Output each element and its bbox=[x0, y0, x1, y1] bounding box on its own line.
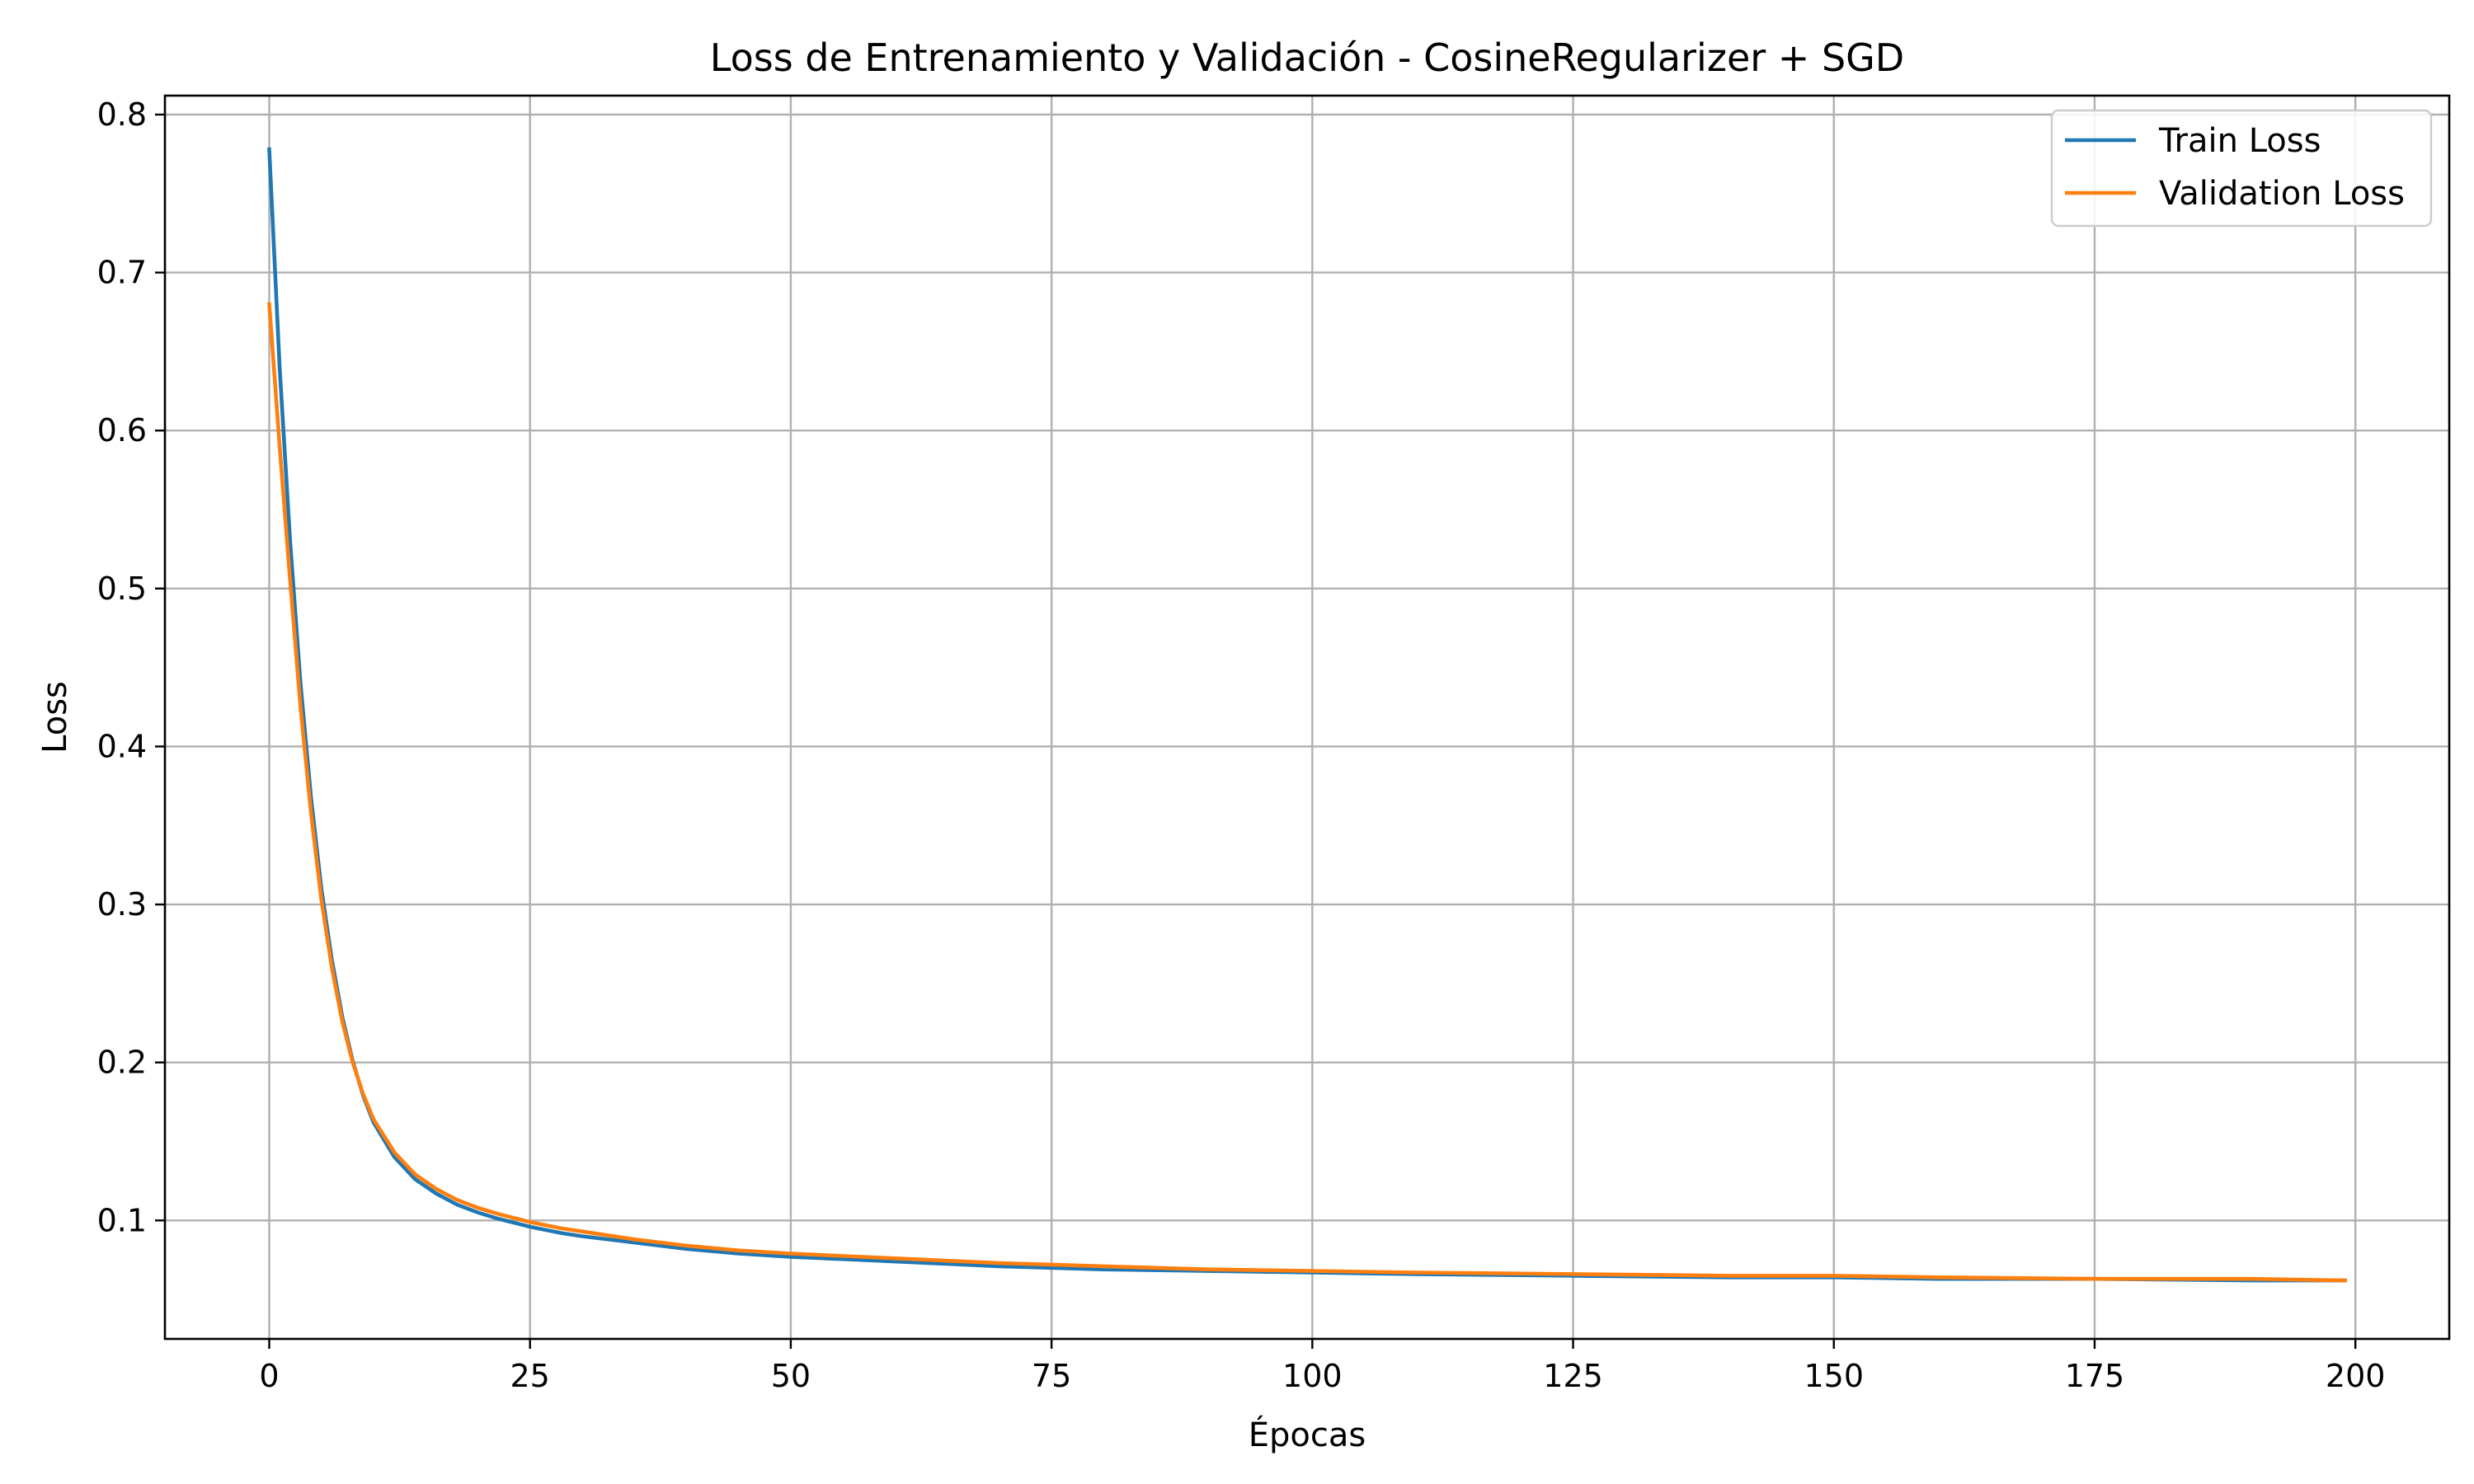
y-tick-label: 0.6 bbox=[97, 412, 147, 448]
x-tick-label: 0 bbox=[259, 1358, 279, 1394]
legend: Train Loss Validation Loss bbox=[2050, 109, 2433, 228]
y-axis: 0.1 0.2 0.3 0.4 0.5 0.6 0.7 0.8 bbox=[97, 96, 165, 1238]
x-tick-label: 150 bbox=[1804, 1358, 1864, 1394]
y-tick-label: 0.5 bbox=[97, 571, 147, 607]
y-axis-label: Loss bbox=[36, 681, 74, 754]
y-tick-label: 0.7 bbox=[97, 255, 147, 291]
x-tick-label: 100 bbox=[1282, 1358, 1343, 1394]
x-tick-label: 175 bbox=[2065, 1358, 2125, 1394]
grid bbox=[165, 96, 2449, 1339]
y-tick-label: 0.1 bbox=[97, 1202, 147, 1238]
x-axis: 0 25 50 75 100 125 150 175 200 bbox=[259, 1339, 2385, 1394]
train-loss-line bbox=[267, 147, 2347, 1283]
x-tick-label: 125 bbox=[1543, 1358, 1603, 1394]
x-tick-label: 75 bbox=[1032, 1358, 1071, 1394]
series-layer bbox=[267, 147, 2347, 1283]
y-tick-label: 0.2 bbox=[97, 1045, 147, 1081]
y-tick-label: 0.3 bbox=[97, 886, 147, 923]
x-tick-label: 25 bbox=[510, 1358, 550, 1394]
chart-title: Loss de Entrenamiento y Validación - Cos… bbox=[710, 35, 1904, 80]
legend-box bbox=[2050, 109, 2433, 228]
legend-label: Train Loss bbox=[2158, 122, 2321, 160]
x-axis-label: Épocas bbox=[1249, 1415, 1366, 1454]
y-tick-label: 0.4 bbox=[97, 728, 147, 764]
validation-loss-line bbox=[267, 302, 2347, 1283]
plot-frame bbox=[163, 94, 2451, 1341]
y-tick-label: 0.8 bbox=[97, 96, 147, 133]
x-tick-label: 50 bbox=[771, 1358, 811, 1394]
x-tick-label: 200 bbox=[2326, 1358, 2386, 1394]
legend-label: Validation Loss bbox=[2159, 175, 2405, 213]
